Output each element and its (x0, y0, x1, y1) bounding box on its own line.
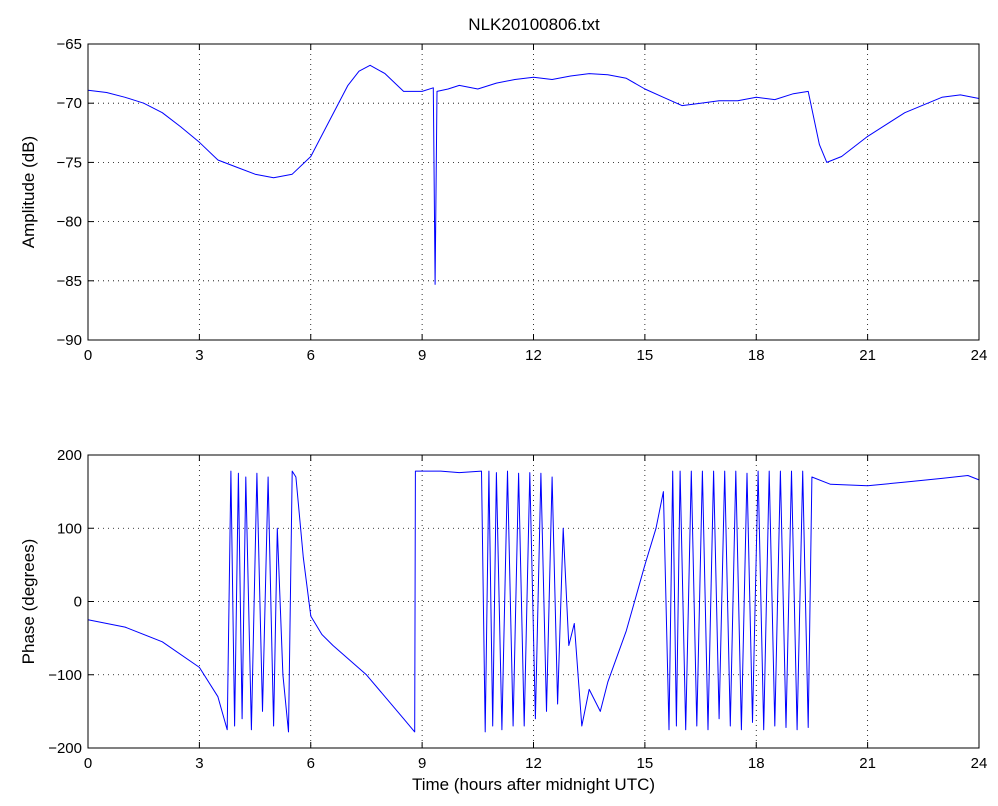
figure-title: NLK20100806.txt (468, 15, 600, 34)
amplitude-ytick-label: −75 (57, 154, 82, 171)
amplitude-xtick-label: 3 (195, 347, 203, 364)
amplitude-xtick-label: 15 (637, 347, 654, 364)
phase-xtick-label: 6 (307, 755, 315, 772)
amplitude-ytick-label: −65 (57, 36, 82, 53)
phase-xtick-label: 12 (525, 755, 542, 772)
phase-ytick-label: 100 (57, 520, 82, 537)
amplitude-series-line (87, 64, 980, 285)
amplitude-ytick-label: −80 (57, 214, 82, 231)
phase-ylabel: Phase (degrees) (19, 539, 38, 665)
amplitude-ytick-label: −90 (57, 332, 82, 349)
phase-xtick-label: 3 (195, 755, 203, 772)
phase-panel: 0 3 6 9 12 15 18 21 24 −200 −100 0 100 200 Phase (degr… (19, 447, 987, 794)
phase-ytick-label: −200 (48, 740, 82, 757)
phase-xtick-label: 15 (637, 755, 654, 772)
phase-ytick-label: 200 (57, 447, 82, 464)
phase-ytick-label: −100 (48, 667, 82, 684)
phase-xtick-label: 18 (748, 755, 765, 772)
phase-xtick-label: 24 (971, 755, 988, 772)
amplitude-xtick-label: 9 (418, 347, 426, 364)
amplitude-ytick-label: −70 (57, 95, 82, 112)
amplitude-xtick-label: 24 (971, 347, 988, 364)
phase-xtick-label: 0 (84, 755, 92, 772)
amplitude-panel: 0 3 6 9 12 15 18 21 24 −90 −85 −80 −75 −70 −65 Amplitud… (19, 36, 987, 364)
amplitude-xtick-label: 12 (525, 347, 542, 364)
phase-xlabel: Time (hours after midnight UTC) (412, 775, 655, 794)
amplitude-xtick-label: 0 (84, 347, 92, 364)
amplitude-xtick-label: 18 (748, 347, 765, 364)
amplitude-xtick-label: 21 (859, 347, 876, 364)
amplitude-xtick-label: 6 (307, 347, 315, 364)
phase-series-line (87, 470, 980, 733)
amplitude-ytick-label: −85 (57, 273, 82, 290)
phase-xtick-label: 9 (418, 755, 426, 772)
phase-xtick-label: 21 (859, 755, 876, 772)
amplitude-ylabel: Amplitude (dB) (19, 136, 38, 248)
phase-ytick-label: 0 (74, 594, 82, 611)
